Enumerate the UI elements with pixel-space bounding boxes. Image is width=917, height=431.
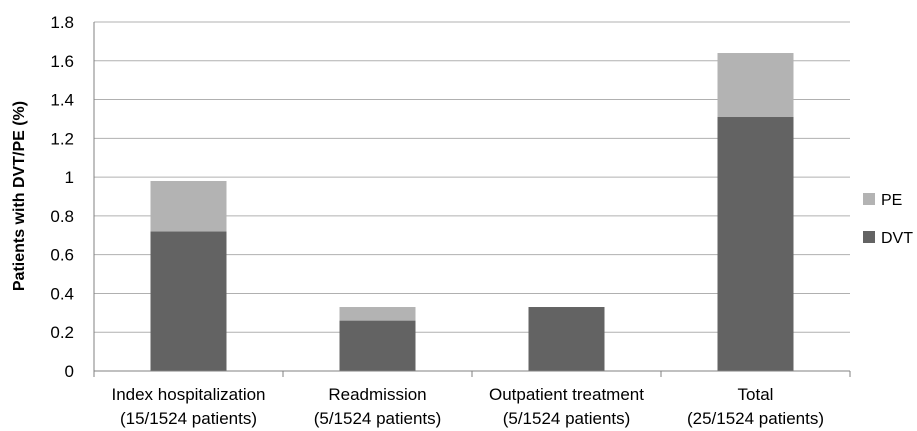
y-axis-label: Patients with DVT/PE (%)	[11, 101, 28, 291]
axes	[93, 22, 851, 377]
bar-segment-pe	[717, 53, 794, 118]
y-tick-label: 0.2	[50, 323, 74, 342]
x-tick-label: (15/1524 patients)	[120, 409, 257, 428]
x-tick-label: Outpatient treatment	[489, 385, 644, 404]
legend-item-pe: PE	[863, 192, 902, 209]
y-tick-label: 0.8	[50, 207, 74, 226]
x-tick-label: Total	[738, 385, 774, 404]
legend-label: DVT	[881, 230, 913, 247]
y-tick-label: 1.4	[50, 91, 74, 110]
x-tick-label: Readmission	[328, 385, 426, 404]
legend-item-dvt: DVT	[863, 230, 913, 247]
x-tick-label: (25/1524 patients)	[687, 409, 824, 428]
x-tick-labels: Index hospitalization (15/1524 patients) R…	[111, 385, 824, 428]
y-tick-label: 0.4	[50, 284, 74, 303]
x-tick-label: (5/1524 patients)	[314, 409, 442, 428]
y-tick-label: 1.6	[50, 52, 74, 71]
y-tick-label: 1.8	[50, 13, 74, 32]
bar-segment-dvt	[150, 231, 227, 371]
legend-swatch	[863, 193, 875, 205]
bar-segment-dvt	[717, 117, 794, 371]
bar-segment-dvt	[528, 307, 605, 371]
y-tick-labels: 0 0.2 0.4 0.6 0.8 1 1.2 1.4 1.6 1.8	[50, 13, 74, 381]
y-tick-label: 1	[65, 168, 74, 187]
legend-label: PE	[881, 192, 902, 209]
y-tick-label: 0	[65, 362, 74, 381]
bar-segment-pe	[339, 307, 416, 321]
bar-segment-pe	[150, 180, 227, 232]
legend-swatch	[863, 231, 875, 243]
y-tick-label: 1.2	[50, 129, 74, 148]
legend: PE DVT	[863, 192, 913, 247]
y-tick-label: 0.6	[50, 246, 74, 265]
x-tick-label: Index hospitalization	[111, 385, 265, 404]
bars	[150, 53, 794, 371]
bar-segment-dvt	[339, 320, 416, 371]
x-tick-label: (5/1524 patients)	[503, 409, 631, 428]
